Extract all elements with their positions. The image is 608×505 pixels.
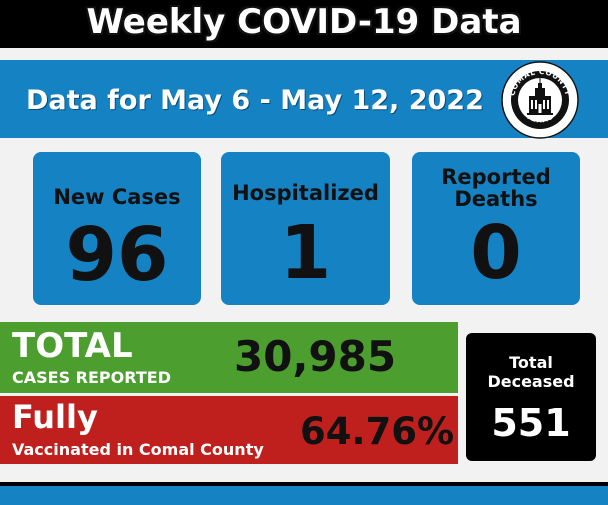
county-seal-icon: COMAL COUNTY TEXAS <box>501 61 579 139</box>
total-cases-value: 30,985 <box>234 332 397 381</box>
deaths-card: Reported Deaths 0 <box>412 152 580 305</box>
new-cases-label: New Cases <box>53 185 181 209</box>
deaths-label-line1: Reported <box>441 165 551 189</box>
total-cases-row: TOTAL CASES REPORTED 30,985 <box>0 322 458 393</box>
vaccinated-value: 64.76% <box>300 410 455 453</box>
hospitalized-card: Hospitalized 1 <box>221 152 390 305</box>
footer-bar <box>0 486 608 505</box>
date-range-text: Data for May 6 - May 12, 2022 <box>26 85 484 116</box>
vaccinated-row: Fully Vaccinated in Comal County 64.76% <box>0 396 458 464</box>
svg-text:TEXAS: TEXAS <box>525 112 556 124</box>
deceased-value: 551 <box>491 401 571 445</box>
deceased-label-line2: Deceased <box>487 372 575 391</box>
total-cases-title: TOTAL <box>12 326 133 366</box>
footer-divider <box>0 482 608 486</box>
vaccinated-subtitle: Vaccinated in Comal County <box>12 440 264 459</box>
total-deceased-box: Total Deceased 551 <box>466 333 596 461</box>
new-cases-value: 96 <box>65 212 169 298</box>
vaccinated-title: Fully <box>12 398 98 436</box>
new-cases-card: New Cases 96 <box>33 152 201 305</box>
deaths-label-line2: Deaths <box>454 187 538 211</box>
page-title: Weekly COVID-19 Data <box>86 2 522 42</box>
hospitalized-value: 1 <box>279 210 332 296</box>
deaths-value: 0 <box>470 210 522 296</box>
deceased-label-line1: Total <box>509 353 553 372</box>
total-cases-subtitle: CASES REPORTED <box>12 368 171 387</box>
seal-bottom-text: TEXAS <box>525 112 555 124</box>
hospitalized-label: Hospitalized <box>232 181 379 205</box>
header-bar <box>0 0 608 48</box>
